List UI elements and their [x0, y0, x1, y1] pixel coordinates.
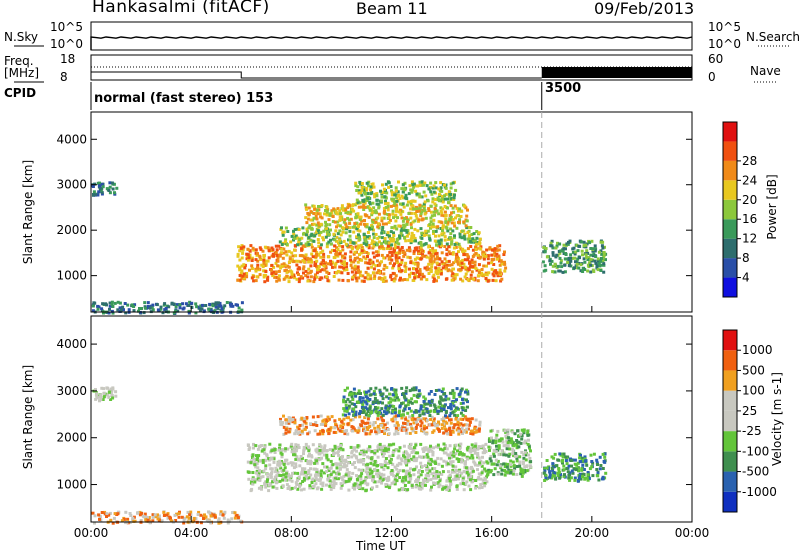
velocity-colorbar-cell-8 [723, 330, 737, 351]
velocity-colorbar-cell-4 [723, 410, 737, 432]
velocity-colorbar-label-2: 100 [742, 384, 765, 398]
xtick-label-2: 08:00 [274, 526, 309, 540]
velocity-colorbar-frame [722, 329, 738, 513]
velocity-colorbar-label-5: -100 [742, 444, 769, 458]
xtick-label-1: 04:00 [174, 526, 209, 540]
beam-title: Beam 11 [356, 0, 428, 18]
power-colorbar-label-2: 12 [742, 232, 757, 246]
velocity-ytick-label-1000: 1000 [56, 478, 87, 492]
velocity-colorbar-label-3: 25 [742, 404, 757, 418]
velocity-region-2 [279, 414, 482, 436]
search-tick-bottom: 10^0 [708, 37, 741, 51]
xtick-label-4: 16:00 [474, 526, 509, 540]
nsky-label: N.Sky [4, 30, 39, 44]
velocity-colorbar-cell-3 [723, 431, 737, 452]
date-title: 09/Feb/2013 [594, 0, 695, 18]
xtick-label-0: 00:00 [74, 526, 109, 540]
power-colorbar-cell-6 [723, 160, 737, 181]
power-ytick-label-4000: 4000 [56, 132, 87, 146]
search-tick-top: 10^5 [708, 20, 741, 34]
nave-label: Nave [750, 64, 781, 78]
nsearch-label: N.Search [746, 30, 800, 44]
time-xlabel: Time UT [356, 539, 406, 553]
power-colorbar-cell-1 [723, 258, 737, 278]
velocity-colorbar-cell-7 [723, 350, 737, 371]
power-region-5 [541, 239, 608, 274]
xtick-label-6: 00:00 [675, 526, 710, 540]
power-ytick-label-1000: 1000 [56, 269, 87, 283]
power-colorbar-cell-5 [723, 180, 737, 200]
velocity-colorbar-label-7: -1000 [742, 485, 777, 499]
power-colorbar-label-4: 20 [742, 193, 757, 207]
power-ytick-label-2000: 2000 [56, 223, 87, 237]
station-title: Hankasalmi (fitACF) [92, 0, 270, 17]
velocity-colorbar-label-4: -25 [742, 424, 762, 438]
power-colorbar-cell-3 [723, 219, 737, 239]
xtick-label-3: 12:00 [374, 526, 409, 540]
velocity-region-4 [487, 428, 533, 478]
power-colorbar-cell-7 [723, 141, 737, 161]
velocity-region-5 [542, 452, 608, 483]
velocity-ytick-label-3000: 3000 [56, 384, 87, 398]
sky-tick-top: 10^5 [50, 20, 83, 34]
xtick-label-5: 20:00 [575, 526, 610, 540]
power-colorbar-label-1: 8 [742, 251, 750, 265]
velocity-region-1 [246, 442, 490, 493]
power-region-2 [278, 225, 482, 247]
freq-unit-label: [MHz] [4, 66, 40, 80]
freq-label: Freq. [4, 54, 34, 68]
cpid-mode-2: 3500 [545, 81, 582, 96]
power-colorbar-cell-4 [723, 199, 737, 220]
nsky-trace [90, 36, 693, 50]
nave-tick-bottom: 0 [708, 70, 716, 84]
power-colorbar-label-6: 28 [742, 154, 757, 168]
velocity-ytick-label-4000: 4000 [56, 337, 87, 351]
sky-panel [90, 21, 693, 51]
velocity-colorbar-cell-1 [723, 471, 737, 492]
sky-tick-bottom: 10^0 [50, 37, 83, 51]
power-panel-bg [91, 112, 692, 312]
freq-trace [90, 71, 542, 79]
power-colorbar-label-0: 4 [742, 271, 750, 285]
freq-tick-top: 18 [60, 52, 76, 66]
power-region-1 [236, 243, 508, 284]
velocity-region-3 [341, 386, 470, 418]
power-colorbar-cell-0 [723, 277, 737, 297]
velocity-colorbar-label-0: 1000 [742, 343, 773, 357]
velocity-colorbar-cell-0 [723, 491, 737, 512]
freq-block-18h [541, 67, 692, 78]
power-colorbar-frame [722, 121, 738, 298]
velocity-ytick-label-2000: 2000 [56, 431, 87, 445]
velocity-colorbar-cell-6 [723, 370, 737, 391]
nave-tick-top: 60 [708, 52, 724, 66]
velocity-colorbar-cell-2 [723, 451, 737, 472]
velocity-region-0 [92, 386, 118, 403]
power-ytick-label-3000: 3000 [56, 178, 87, 192]
cpid-label: CPID [4, 86, 37, 100]
velocity-region-6 [91, 510, 244, 525]
velocity-colorbar-label-1: 500 [742, 363, 765, 377]
power-colorbar-label-3: 16 [742, 212, 757, 226]
power-region-4 [354, 180, 458, 206]
power-colorbar-label-5: 24 [742, 173, 757, 187]
power-region-3 [304, 202, 469, 229]
velocity-colorbar-cell-5 [723, 390, 737, 411]
power-colorbar-cell-8 [723, 122, 737, 142]
power-region-0 [91, 181, 119, 197]
cpid-mode-1: normal (fast stereo) 153 [94, 91, 274, 106]
freq-tick-bottom: 8 [60, 70, 68, 84]
power-colorbar-cell-2 [723, 238, 737, 259]
velocity-colorbar-label-6: -500 [742, 465, 769, 479]
